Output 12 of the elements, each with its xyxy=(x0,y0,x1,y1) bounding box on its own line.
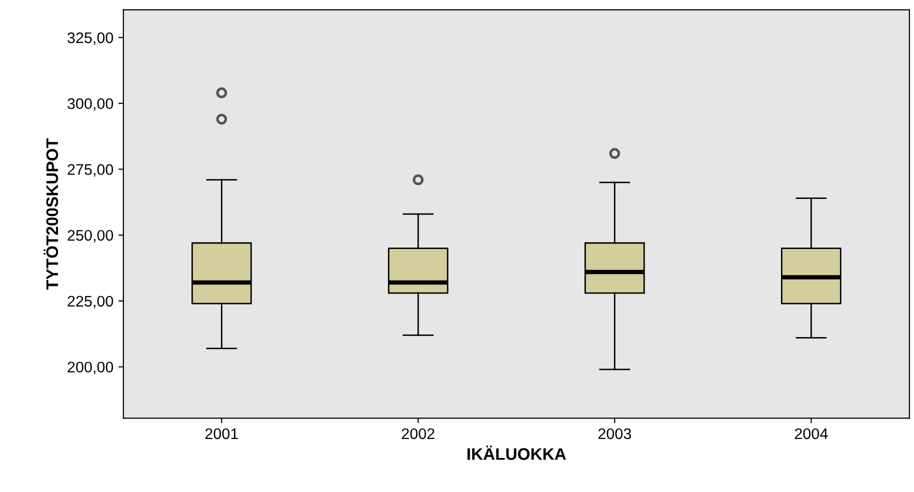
y-tick-label: 275,00 xyxy=(68,164,114,177)
x-tick-label: 2003 xyxy=(598,428,631,440)
x-axis-title: IKÄLUOKKA xyxy=(468,446,566,460)
x-tick-label: 2002 xyxy=(402,428,434,440)
y-tick-label: 200,00 xyxy=(68,362,114,374)
y-axis-title: TYTÖT200SKUPOT xyxy=(44,138,58,290)
y-tick-label: 225,00 xyxy=(68,296,114,308)
y-tick-label: 300,00 xyxy=(68,98,114,111)
y-tick-label: 250,00 xyxy=(68,230,114,243)
x-tick-label: 2004 xyxy=(794,428,828,440)
x-tick-label: 2001 xyxy=(205,428,238,440)
y-tick-label: 325,00 xyxy=(68,32,114,45)
